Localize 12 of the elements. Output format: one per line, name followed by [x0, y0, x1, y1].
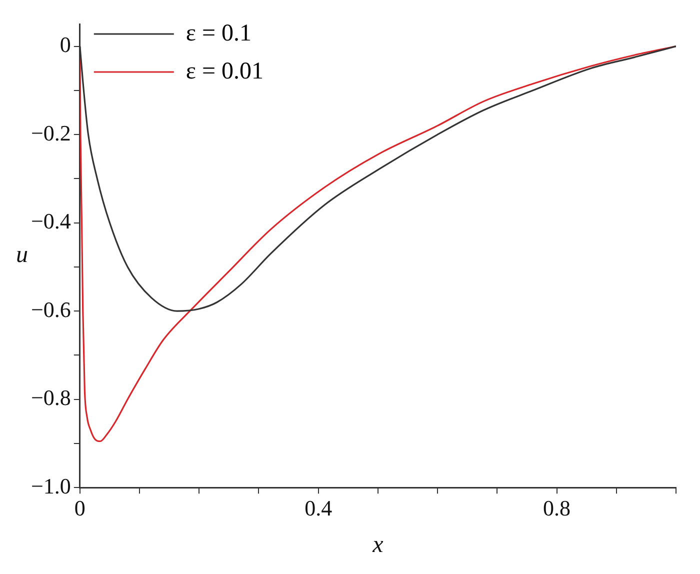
x-tick-label: 0.8 — [543, 496, 571, 521]
y-axis-title: u — [16, 242, 28, 268]
y-tick-label: 0 — [60, 32, 71, 58]
y-tick-label: −0.8 — [30, 385, 71, 410]
legend-label: ε = 0.1 — [186, 20, 252, 46]
x-tick-label: 0.4 — [304, 496, 332, 521]
x-axis-title: x — [372, 532, 384, 558]
legend-label: ε = 0.01 — [186, 58, 264, 84]
y-tick-label: −0.6 — [30, 296, 71, 322]
y-tick-label: −0.4 — [30, 208, 71, 234]
y-tick-label: −1.0 — [30, 473, 71, 498]
y-tick-label: −0.2 — [30, 120, 71, 146]
